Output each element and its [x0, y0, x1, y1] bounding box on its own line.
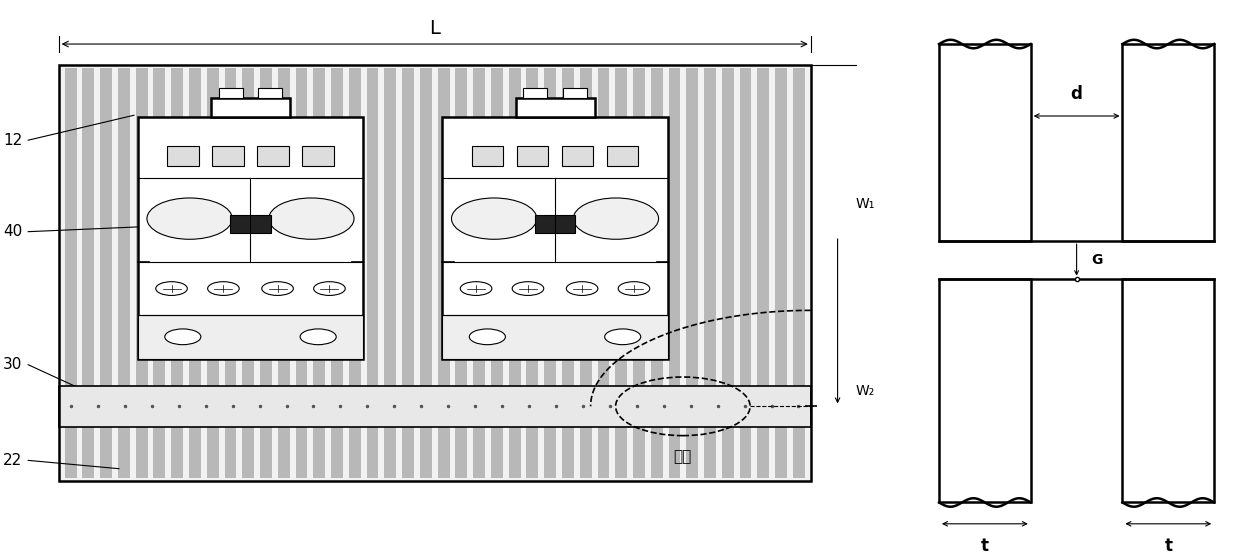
- Bar: [138, 117, 363, 359]
- Bar: [58, 66, 811, 481]
- Bar: [138, 315, 363, 359]
- Bar: [438, 68, 450, 479]
- Bar: [758, 68, 769, 479]
- Text: 放大: 放大: [673, 449, 692, 464]
- Bar: [534, 215, 575, 233]
- Text: L: L: [429, 19, 440, 38]
- Bar: [455, 68, 467, 479]
- Bar: [64, 68, 77, 479]
- Bar: [188, 68, 201, 479]
- Bar: [258, 88, 281, 98]
- Bar: [563, 88, 587, 98]
- Bar: [562, 146, 594, 166]
- Bar: [523, 88, 547, 98]
- Bar: [58, 66, 811, 481]
- Bar: [508, 68, 521, 479]
- Bar: [82, 68, 94, 479]
- Text: G: G: [1091, 253, 1102, 267]
- Circle shape: [469, 329, 506, 345]
- Text: 40: 40: [2, 224, 22, 239]
- Bar: [474, 68, 485, 479]
- Bar: [1122, 279, 1214, 503]
- Bar: [402, 68, 414, 479]
- Bar: [207, 68, 218, 479]
- Bar: [367, 68, 378, 479]
- Bar: [634, 68, 645, 479]
- Bar: [517, 146, 548, 166]
- Bar: [939, 279, 1030, 503]
- Bar: [331, 68, 343, 479]
- Bar: [211, 98, 290, 117]
- Text: t: t: [1164, 537, 1172, 555]
- Bar: [58, 385, 811, 427]
- Bar: [491, 68, 502, 479]
- Bar: [260, 68, 272, 479]
- Text: 22: 22: [2, 453, 22, 468]
- Text: d: d: [1070, 85, 1083, 103]
- Bar: [118, 68, 130, 479]
- Bar: [687, 68, 698, 479]
- Bar: [668, 68, 681, 479]
- Bar: [775, 68, 787, 479]
- Circle shape: [156, 282, 187, 295]
- Bar: [278, 68, 290, 479]
- Circle shape: [460, 282, 492, 295]
- Bar: [562, 68, 574, 479]
- Bar: [544, 68, 556, 479]
- Bar: [212, 146, 244, 166]
- Bar: [598, 68, 609, 479]
- Ellipse shape: [451, 198, 537, 239]
- Bar: [242, 68, 254, 479]
- Bar: [135, 68, 148, 479]
- Bar: [314, 68, 325, 479]
- Text: 12: 12: [2, 133, 22, 148]
- Circle shape: [567, 282, 598, 295]
- Bar: [939, 44, 1030, 241]
- Bar: [384, 68, 397, 479]
- Bar: [443, 117, 668, 359]
- Circle shape: [262, 282, 294, 295]
- Bar: [295, 68, 308, 479]
- Circle shape: [314, 282, 345, 295]
- Bar: [527, 68, 538, 479]
- Bar: [739, 68, 751, 479]
- Circle shape: [300, 329, 336, 345]
- Bar: [348, 68, 361, 479]
- Bar: [651, 68, 662, 479]
- Text: t: t: [981, 537, 990, 555]
- Circle shape: [512, 282, 544, 295]
- Bar: [167, 146, 198, 166]
- Bar: [516, 98, 594, 117]
- Bar: [303, 146, 334, 166]
- Circle shape: [619, 282, 650, 295]
- Bar: [257, 146, 289, 166]
- Bar: [443, 315, 668, 359]
- Bar: [224, 68, 237, 479]
- Circle shape: [605, 329, 641, 345]
- Bar: [171, 68, 184, 479]
- Bar: [231, 215, 270, 233]
- Circle shape: [165, 329, 201, 345]
- Bar: [580, 68, 591, 479]
- Bar: [154, 68, 165, 479]
- Bar: [100, 68, 112, 479]
- Bar: [219, 88, 243, 98]
- Text: 30: 30: [2, 358, 22, 372]
- Circle shape: [207, 282, 239, 295]
- Bar: [420, 68, 432, 479]
- Bar: [1122, 44, 1214, 241]
- Ellipse shape: [148, 198, 232, 239]
- Bar: [606, 146, 639, 166]
- Ellipse shape: [573, 198, 658, 239]
- Bar: [615, 68, 627, 479]
- Bar: [792, 68, 805, 479]
- Bar: [704, 68, 715, 479]
- Text: W₂: W₂: [856, 384, 875, 398]
- Text: W₁: W₁: [856, 197, 875, 211]
- Bar: [471, 146, 503, 166]
- Bar: [722, 68, 734, 479]
- Ellipse shape: [269, 198, 355, 239]
